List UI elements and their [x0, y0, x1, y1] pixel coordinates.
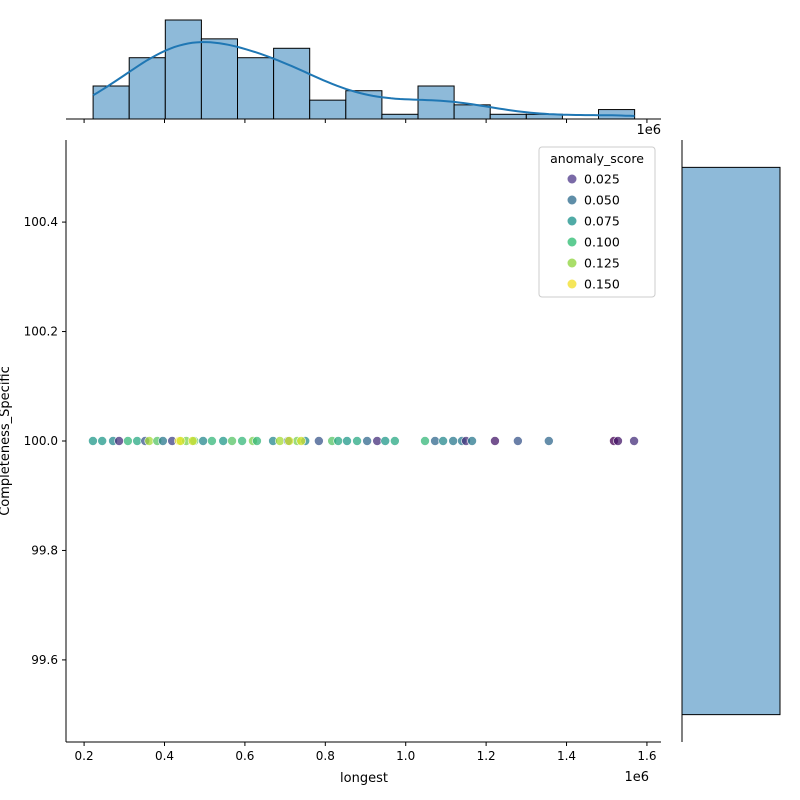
scatter-point: [252, 436, 262, 446]
scatter-point: [372, 436, 382, 446]
y-tick-label: 99.6: [31, 653, 58, 667]
y-axis-label: Completeness_Specific: [0, 366, 13, 516]
right-marginal-histogram: [681, 140, 781, 742]
y-tick-label: 99.8: [31, 543, 58, 557]
x-axis-label: longest: [340, 771, 388, 786]
scatter-point: [342, 436, 352, 446]
scatter-point: [333, 436, 343, 446]
scatter-point: [467, 436, 477, 446]
legend: anomaly_score 0.025 0.050 0.075 0.100 0.125 0.…: [538, 146, 656, 298]
scatter-point: [123, 436, 133, 446]
scatter-point: [420, 436, 430, 446]
legend-title: anomaly_score: [550, 151, 644, 166]
scatter-point: [513, 436, 523, 446]
legend-label: 0.125: [584, 256, 620, 271]
top-marginal-histogram: [66, 19, 661, 123]
legend-label: 0.050: [584, 193, 620, 208]
legend-marker: [567, 237, 577, 247]
scatter-point: [187, 436, 198, 446]
scatter-point: [362, 436, 372, 446]
scatter-point: [97, 436, 107, 446]
histogram-bar: [273, 47, 311, 120]
scatter-point: [430, 436, 440, 446]
scatter-point: [198, 436, 208, 446]
legend-marker: [567, 174, 577, 184]
scatter-point: [227, 436, 237, 446]
legend-label: 0.100: [584, 235, 620, 250]
x-tick-label: 1.0: [396, 749, 415, 763]
kde-curve: [92, 41, 635, 117]
legend-marker: [567, 258, 577, 268]
scatter-point: [144, 436, 155, 446]
legend-label: 0.150: [584, 277, 620, 292]
histogram-bar: [309, 99, 347, 120]
legend-marker: [567, 195, 577, 205]
scatter-point: [390, 436, 400, 446]
scatter-point: [88, 436, 98, 446]
y-tick-label: 100.0: [24, 434, 58, 448]
scatter-point: [114, 436, 124, 446]
scatter-point: [207, 436, 217, 446]
histogram-bar: [681, 166, 781, 716]
legend-marker: [567, 279, 577, 289]
top-hist-offset-text: 1e6: [636, 123, 661, 138]
scatter-point: [629, 436, 639, 446]
scatter-point: [613, 436, 623, 446]
x-tick-label: 1.6: [637, 749, 656, 763]
scatter-point: [132, 436, 142, 446]
x-tick-label: 0.8: [316, 749, 335, 763]
x-tick-label: 0.4: [155, 749, 174, 763]
scatter-point: [158, 436, 168, 446]
scatter-point: [314, 436, 324, 446]
histogram-bar: [237, 57, 275, 120]
scatter-point: [296, 436, 306, 446]
x-tick-label: 1.4: [557, 749, 576, 763]
x-offset-text: 1e6: [624, 770, 649, 785]
x-tick-label: 0.6: [235, 749, 254, 763]
scatter-point: [284, 436, 294, 446]
x-tick-label: 1.2: [477, 749, 496, 763]
histogram-bar: [381, 113, 419, 120]
scatter-point: [380, 436, 391, 446]
scatter-point: [438, 436, 448, 446]
histogram-bar: [489, 113, 527, 120]
y-tick-label: 100.2: [24, 325, 58, 339]
x-tick-label: 0.2: [75, 749, 94, 763]
scatter-point: [275, 436, 285, 446]
scatter-point: [237, 436, 247, 446]
histogram-bar: [200, 38, 239, 120]
legend-label: 0.075: [584, 214, 620, 229]
scatter-point: [490, 436, 500, 446]
histogram-bar: [128, 57, 166, 120]
scatter-point: [448, 436, 458, 446]
legend-marker: [567, 216, 577, 226]
legend-box: [538, 146, 656, 298]
scatter-point: [352, 436, 362, 446]
scatter-axes: 0.2 0.4 0.6 0.8 1.0 1.2 1.4 1.6 99.6 99.8 100.0 100…: [24, 140, 661, 763]
scatter-point: [544, 436, 554, 446]
scatter-point: [175, 436, 186, 446]
y-tick-label: 100.4: [24, 215, 58, 229]
scatter-point: [218, 436, 228, 446]
legend-label: 0.025: [584, 172, 620, 187]
histogram-bar: [164, 19, 202, 120]
histogram-bar: [417, 85, 455, 120]
